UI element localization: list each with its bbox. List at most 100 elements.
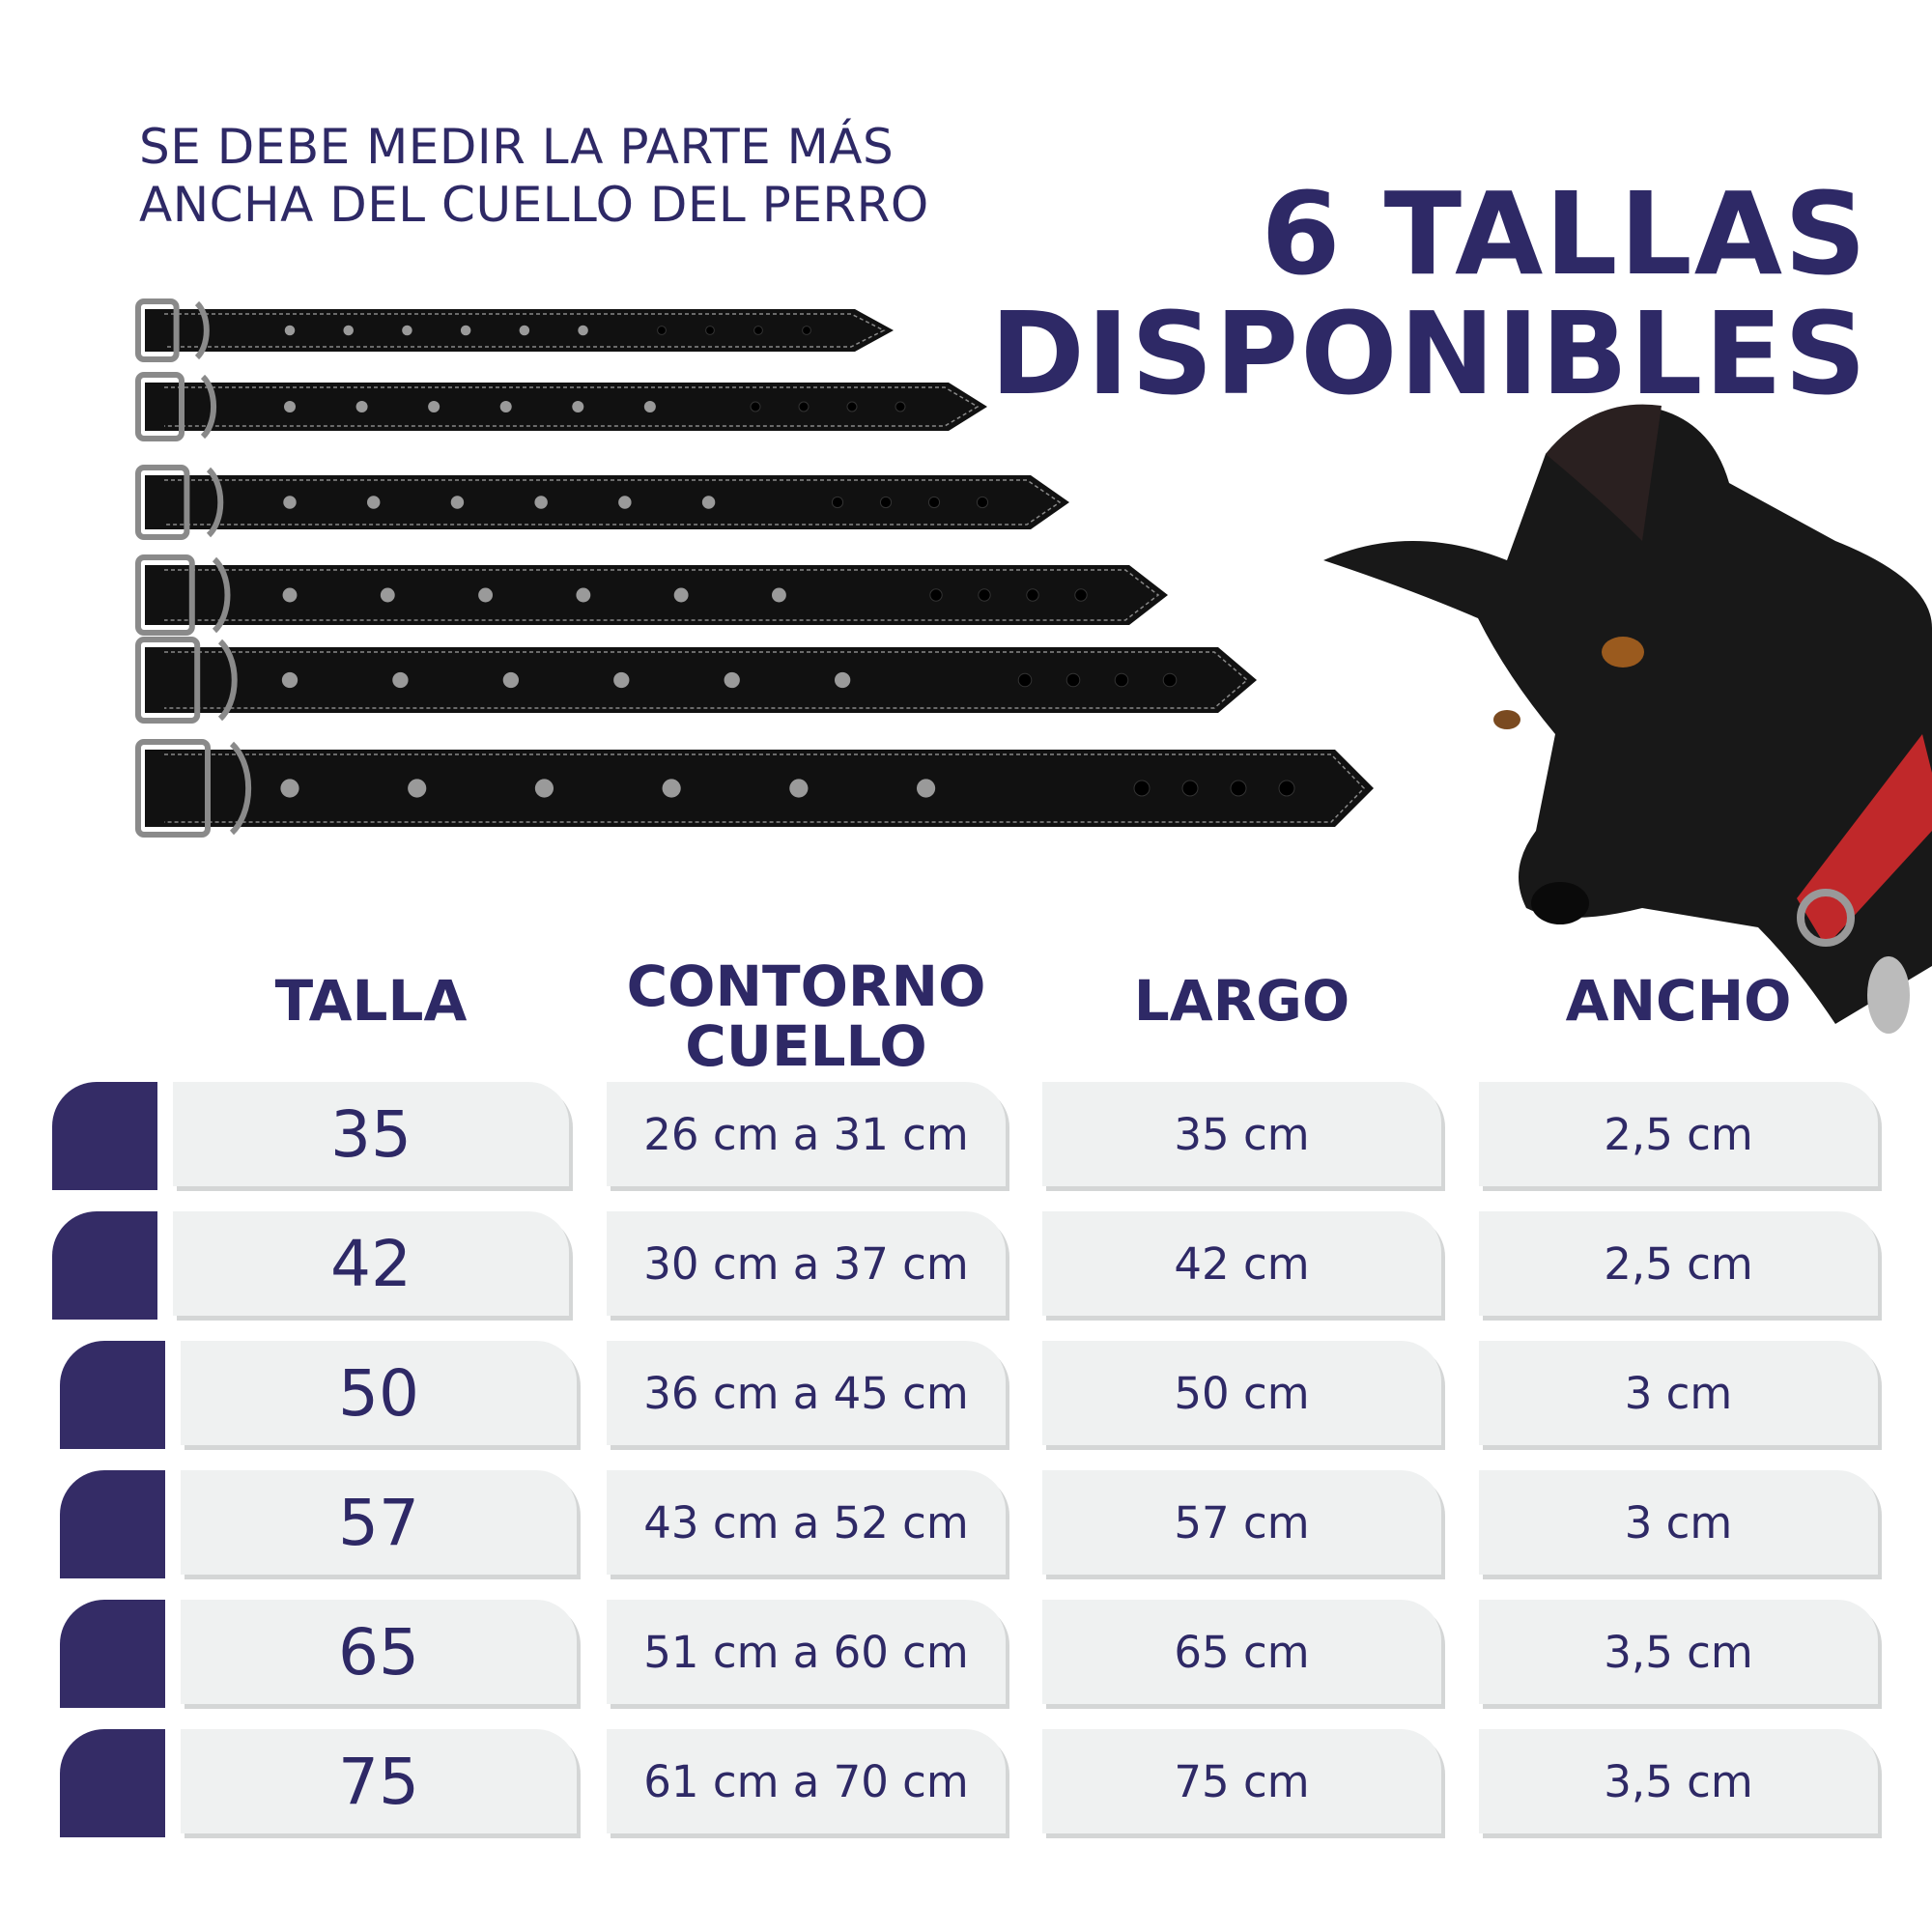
collar-stitch — [164, 569, 1160, 621]
collar-rivet — [789, 779, 809, 798]
collar-rivet — [380, 587, 395, 603]
title-line: 6 TALLAS — [1261, 167, 1868, 300]
collar-rivet — [343, 325, 354, 336]
collar-stitch — [164, 313, 886, 348]
collar-rivet — [618, 496, 632, 509]
value-cell: 43 cm a 52 cm — [607, 1470, 1006, 1575]
collar-hole — [750, 401, 761, 412]
row-tab — [60, 1729, 165, 1837]
collar-rivet — [519, 325, 530, 336]
collar-rivet — [643, 401, 656, 412]
collar-hole — [705, 326, 715, 335]
row-tab — [52, 1082, 157, 1190]
collar-rivet — [478, 587, 494, 603]
collar-rivet — [613, 671, 630, 689]
row-tab — [60, 1341, 165, 1449]
collar-dring — [206, 467, 224, 538]
collar-hole — [1017, 672, 1033, 688]
collar-buckle — [135, 372, 185, 441]
size-cell: 42 — [173, 1211, 569, 1316]
value-cell: 30 cm a 37 cm — [607, 1211, 1006, 1316]
collar-hole — [1026, 588, 1039, 602]
collar-dring — [212, 556, 231, 634]
collar-buckle — [135, 739, 211, 838]
collar-buckle — [135, 298, 180, 362]
dog-nose — [1531, 882, 1589, 924]
collar-rivet — [450, 496, 465, 509]
size-cell: 57 — [181, 1470, 577, 1575]
collar-buckle — [135, 637, 201, 724]
collar-hole — [1162, 672, 1178, 688]
collar-rivet — [499, 401, 512, 412]
collar-hole — [895, 401, 906, 412]
collar-hole — [1114, 672, 1129, 688]
value-cell: 2,5 cm — [1479, 1211, 1878, 1316]
collar-rivet — [281, 671, 298, 689]
collar-hole — [1181, 780, 1199, 797]
collar-hole — [846, 401, 858, 412]
collar-rivet — [502, 671, 520, 689]
row-tab — [60, 1600, 165, 1708]
value-cell: 3 cm — [1479, 1470, 1878, 1575]
row-tab — [52, 1211, 157, 1320]
dog-ear — [1546, 404, 1662, 541]
collar-rivet — [460, 325, 471, 336]
value-cell: 50 cm — [1042, 1341, 1441, 1445]
collar-strap — [145, 309, 894, 352]
value-cell: 35 cm — [1042, 1082, 1441, 1186]
collar-hole — [929, 588, 943, 602]
collar-rivet — [578, 325, 588, 336]
row-tab — [60, 1470, 165, 1578]
collar-rivet — [284, 325, 296, 336]
collar-rivet — [408, 779, 427, 798]
value-cell: 3,5 cm — [1479, 1600, 1878, 1704]
collar — [135, 554, 1168, 636]
collar-rivet — [402, 325, 412, 336]
column-header: CONTORNO CUELLO — [626, 953, 986, 1079]
collar-strap — [145, 565, 1168, 625]
collar-stitch — [164, 386, 980, 427]
collar-buckle — [135, 465, 190, 540]
title: 6 TALLAS DISPONIBLES — [990, 174, 1868, 413]
title-line: DISPONIBLES — [989, 287, 1868, 420]
collar-buckle — [135, 554, 195, 636]
collar-rivet — [355, 401, 368, 412]
collar — [135, 372, 987, 441]
collar-strap — [145, 475, 1069, 529]
collar — [135, 465, 1069, 540]
collar — [135, 739, 1374, 838]
size-cell: 35 — [173, 1082, 569, 1186]
dog-eye — [1602, 637, 1644, 668]
collar-hole — [1074, 588, 1088, 602]
collar-rivet — [724, 671, 740, 689]
collar-rivet — [576, 587, 591, 603]
collar-hole — [1065, 672, 1081, 688]
collar-rivet — [771, 587, 786, 603]
collar — [135, 298, 894, 362]
collar-rivet — [282, 587, 298, 603]
collar-dring — [229, 741, 252, 836]
illustrations — [135, 298, 1932, 1034]
value-cell: 61 cm a 70 cm — [607, 1729, 1006, 1833]
dog — [1323, 404, 1932, 1034]
value-cell: 51 cm a 60 cm — [607, 1600, 1006, 1704]
collar-rivet — [572, 401, 584, 412]
collar-rivet — [534, 779, 554, 798]
collar-rivet — [392, 671, 409, 689]
collar-hole — [1278, 780, 1295, 797]
column-header: TALLA — [274, 968, 468, 1034]
collar-hole — [753, 326, 763, 335]
dog-body — [1323, 406, 1932, 1024]
value-cell: 3 cm — [1479, 1341, 1878, 1445]
collar-hole — [802, 326, 811, 335]
collar-hole — [657, 326, 667, 335]
collar-rivet — [284, 401, 296, 412]
collar-rivet — [428, 401, 440, 412]
size-cell: 65 — [181, 1600, 577, 1704]
collar-stitch — [164, 753, 1366, 823]
collar-rivet — [834, 671, 851, 689]
dog-tag — [1867, 956, 1910, 1034]
size-cell: 75 — [181, 1729, 577, 1833]
collar — [135, 637, 1257, 724]
